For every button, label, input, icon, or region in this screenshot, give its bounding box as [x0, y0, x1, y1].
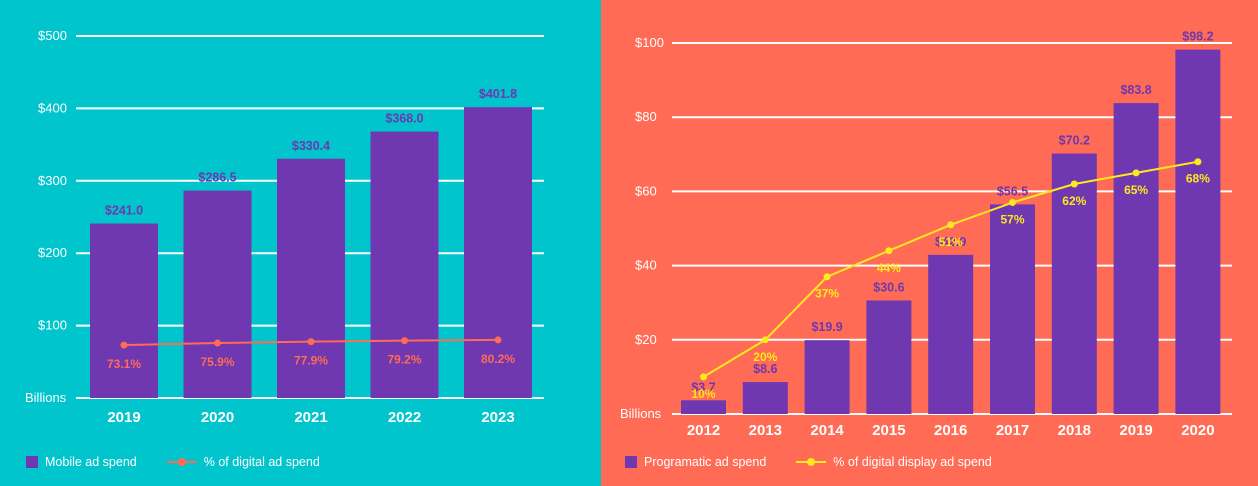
bar-value-label: $56.5 [997, 184, 1028, 198]
line-value-label: 51% [939, 235, 963, 249]
bar [804, 340, 850, 414]
line-value-label: 57% [1000, 213, 1024, 227]
line-point [401, 337, 408, 345]
line-point [823, 273, 831, 281]
line-value-label: 20% [753, 350, 777, 364]
x-tick-label: 2019 [1119, 422, 1152, 439]
bar [742, 382, 788, 414]
bar [464, 107, 532, 398]
right-chart-svg: $20 $40 $60 $80 $100 Billions $3.7 2012 $8.6 2013… [620, 30, 1232, 439]
bar [370, 131, 439, 398]
left-legend: Mobile ad spend % of digital ad spend [26, 455, 320, 469]
bar-value-label: $330.4 [292, 139, 330, 153]
line-point [120, 341, 128, 349]
line-point [1070, 180, 1078, 188]
right-chart-panel: $20 $40 $60 $80 $100 Billions $3.7 2012 $8.6 2013… [601, 0, 1258, 486]
y-tick-label: $300 [38, 173, 67, 188]
line-value-label: 80.2% [481, 352, 515, 366]
line-point [885, 247, 893, 255]
bar-value-label: $3.7 [691, 380, 715, 394]
bar [1175, 49, 1221, 414]
bar-value-label: $42.9 [935, 235, 966, 249]
y-tick-label: $20 [635, 332, 657, 347]
line-point [700, 373, 707, 381]
bar [866, 300, 912, 414]
bar [928, 254, 974, 414]
x-tick-label: 2012 [687, 422, 720, 439]
line-point [1132, 169, 1140, 177]
x-tick-label: 2021 [294, 409, 327, 426]
y-tick-label: $40 [635, 258, 657, 273]
y-tick-label: $500 [38, 28, 67, 43]
left-chart-panel: $100 $200 $300 $400 $500 Billions $241.0 2019 $2… [0, 0, 601, 486]
legend-bar-label: Programatic ad spend [644, 455, 767, 469]
line-point [1194, 158, 1202, 166]
bar [1113, 103, 1159, 415]
line-point [947, 221, 955, 229]
line-value-label: 65% [1124, 183, 1148, 197]
line-value-label: 77.9% [294, 354, 328, 368]
line-value-label: 10% [691, 387, 715, 401]
bar-value-label: $401.8 [479, 87, 517, 101]
legend-bar-label: Mobile ad spend [45, 455, 137, 469]
line-value-label: 44% [877, 261, 901, 275]
legend-bar-swatch [26, 456, 38, 468]
x-tick-label: 2020 [201, 409, 234, 426]
legend-line-label: % of digital ad spend [203, 455, 320, 469]
y-tick-label: $400 [38, 100, 67, 115]
line-value-label: 37% [815, 287, 839, 301]
unit-label: Billions [25, 390, 67, 405]
line-value-label: 79.2% [387, 353, 421, 367]
bar [277, 158, 345, 398]
x-tick-label: 2018 [1058, 422, 1091, 439]
legend-line-label: % of digital display ad spend [833, 455, 992, 469]
bar [1051, 153, 1097, 415]
left-chart-svg: $100 $200 $300 $400 $500 Billions $241.0 2019 $2… [25, 28, 544, 426]
line-value-label: 68% [1186, 172, 1210, 186]
y-tick-label: $100 [38, 318, 67, 333]
x-tick-label: 2023 [481, 409, 514, 426]
legend-line-swatch [796, 458, 827, 466]
legend-bar-swatch [625, 456, 637, 468]
x-tick-label: 2019 [107, 409, 140, 426]
x-tick-label: 2015 [872, 422, 905, 439]
line-value-label: 62% [1062, 194, 1086, 208]
x-tick-label: 2014 [810, 422, 844, 439]
line-point [494, 336, 502, 344]
bar [990, 204, 1035, 414]
bar [90, 223, 158, 398]
bar-value-label: $241.0 [105, 204, 143, 218]
line-value-label: 73.1% [107, 357, 141, 371]
y-tick-label: $100 [635, 35, 664, 50]
bar-value-label: $19.9 [811, 320, 842, 334]
x-tick-label: 2016 [934, 422, 967, 439]
legend-line-swatch [166, 458, 197, 466]
right-legend: Programatic ad spend % of digital displa… [625, 455, 992, 469]
bar-value-label: $368.0 [385, 112, 423, 126]
bar [681, 400, 726, 414]
bar-value-label: $286.5 [198, 171, 236, 185]
bar-value-label: $83.8 [1120, 83, 1151, 97]
x-tick-label: 2022 [388, 409, 421, 426]
bar-value-label: $8.6 [753, 362, 777, 376]
x-tick-label: 2013 [749, 422, 782, 439]
y-tick-label: $60 [635, 183, 657, 198]
line-point [307, 338, 315, 346]
y-tick-label: $200 [38, 245, 67, 260]
line-point [761, 336, 769, 344]
bar-value-label: $70.2 [1059, 134, 1090, 148]
x-tick-label: 2017 [996, 422, 1029, 439]
bar [183, 190, 252, 398]
line-point [214, 339, 221, 347]
line-value-label: 75.9% [200, 355, 234, 369]
bar-value-label: $30.6 [873, 280, 904, 294]
bar-value-label: $98.2 [1182, 30, 1213, 44]
unit-label: Billions [620, 406, 662, 421]
y-tick-label: $80 [635, 109, 657, 124]
x-tick-label: 2020 [1181, 422, 1214, 439]
line-point [1009, 199, 1016, 207]
